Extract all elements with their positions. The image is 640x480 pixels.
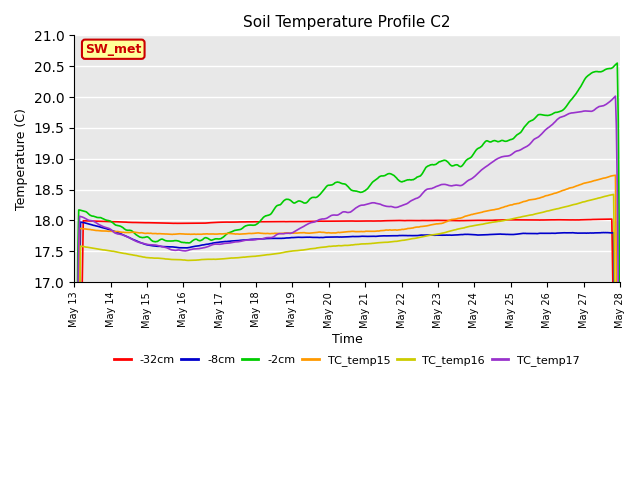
TC_temp17 — [612, 93, 620, 99]
TC_temp15 — [211, 231, 218, 237]
TC_temp16 — [435, 231, 442, 237]
TC_temp15 — [392, 227, 399, 233]
TC_temp16 — [481, 221, 489, 227]
TC_temp16 — [610, 192, 618, 197]
Text: SW_met: SW_met — [85, 43, 141, 56]
-32cm — [211, 220, 218, 226]
TC_temp15 — [317, 229, 325, 235]
-8cm — [482, 232, 490, 238]
TC_temp17 — [317, 216, 325, 222]
TC_temp17 — [211, 241, 218, 247]
-2cm — [167, 238, 175, 244]
TC_temp17 — [392, 204, 399, 210]
-2cm — [613, 60, 621, 66]
-32cm — [435, 217, 442, 223]
-8cm — [436, 232, 444, 238]
-2cm — [317, 190, 325, 196]
TC_temp17 — [167, 247, 175, 252]
Line: -8cm: -8cm — [74, 222, 620, 480]
TC_temp15 — [612, 172, 620, 178]
-32cm — [608, 216, 616, 222]
-2cm — [211, 236, 218, 242]
Line: TC_temp16: TC_temp16 — [74, 194, 620, 480]
Line: -2cm: -2cm — [74, 63, 620, 480]
X-axis label: Time: Time — [332, 333, 362, 346]
Y-axis label: Temperature (C): Temperature (C) — [15, 108, 28, 210]
-32cm — [481, 217, 489, 223]
TC_temp17 — [435, 183, 442, 189]
-2cm — [435, 159, 442, 165]
TC_temp16 — [211, 256, 218, 262]
-2cm — [481, 139, 489, 144]
TC_temp15 — [167, 231, 175, 237]
-32cm — [392, 217, 399, 223]
TC_temp17 — [481, 164, 489, 170]
-8cm — [393, 233, 401, 239]
-8cm — [212, 240, 220, 246]
Line: TC_temp15: TC_temp15 — [74, 175, 620, 480]
Line: TC_temp17: TC_temp17 — [74, 96, 620, 480]
-8cm — [318, 235, 326, 240]
-8cm — [168, 244, 175, 250]
-32cm — [317, 218, 325, 224]
-8cm — [77, 219, 84, 225]
TC_temp16 — [392, 239, 399, 244]
Legend: -32cm, -8cm, -2cm, TC_temp15, TC_temp16, TC_temp17: -32cm, -8cm, -2cm, TC_temp15, TC_temp16,… — [109, 350, 584, 371]
TC_temp16 — [317, 244, 325, 250]
Title: Soil Temperature Profile C2: Soil Temperature Profile C2 — [243, 15, 451, 30]
TC_temp15 — [481, 208, 489, 214]
TC_temp15 — [435, 221, 442, 227]
TC_temp16 — [167, 257, 175, 263]
-32cm — [167, 220, 175, 226]
Line: -32cm: -32cm — [74, 219, 620, 480]
-2cm — [392, 174, 399, 180]
